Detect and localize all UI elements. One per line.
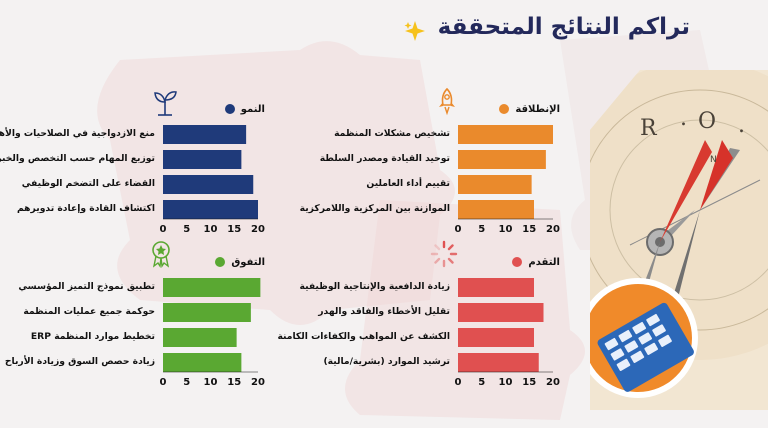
svg-text:.: . bbox=[738, 113, 745, 138]
category-label: تخطيط موارد المنظمة ERP bbox=[30, 331, 155, 342]
x-tick-label: 20 bbox=[546, 224, 560, 235]
bar bbox=[163, 353, 242, 372]
chart-panel-launch: الإنطلاقة 0 5 10 15 20 تشخيص مشكلات المنظمة توح… bbox=[300, 92, 580, 242]
sparkle-icon bbox=[404, 21, 425, 41]
chart-title-excellence: التفوق bbox=[231, 256, 265, 268]
x-tick-label: 5 bbox=[478, 377, 485, 388]
legend-dot bbox=[499, 104, 510, 114]
x-tick-label: 15 bbox=[227, 224, 241, 235]
legend-dot bbox=[512, 257, 523, 267]
bar bbox=[458, 278, 534, 297]
bar-chart-growth: 0 5 10 15 20 bbox=[160, 125, 265, 235]
category-label: تقليل الأخطاء والفاقد والهدر bbox=[318, 306, 450, 317]
bar bbox=[458, 125, 553, 144]
bar bbox=[163, 278, 261, 297]
category-label: توحيد القيادة ومصدر السلطة bbox=[319, 153, 450, 164]
x-tick-label: 15 bbox=[522, 224, 536, 235]
bar-chart-progress: 0 5 10 15 20 bbox=[455, 278, 560, 388]
svg-text:.: . bbox=[680, 106, 687, 131]
plant-icon bbox=[154, 91, 177, 116]
x-tick-label: 20 bbox=[251, 377, 265, 388]
medal-icon bbox=[152, 241, 170, 268]
bar bbox=[163, 150, 242, 169]
bar bbox=[163, 200, 258, 219]
category-label: توزيع المهام حسب التخصص والخبرة bbox=[0, 153, 155, 164]
chart-header-excellence: التفوق bbox=[215, 252, 265, 272]
x-tick-label: 10 bbox=[204, 224, 218, 235]
x-tick-label: 15 bbox=[522, 377, 536, 388]
category-label: القضاء على التضخم الوظيفي bbox=[21, 178, 155, 189]
chart-panel-excellence: التفوق 0 5 10 15 20 تطبيق نموذج التميز المؤسسي… bbox=[5, 245, 285, 395]
x-tick-label: 10 bbox=[499, 224, 513, 235]
category-label: اكتشاف القادة وإعادة تدويرهم bbox=[16, 203, 155, 214]
x-tick-label: 20 bbox=[546, 377, 560, 388]
category-label: زيادة الدافعية والإنتاجية الوظيفية bbox=[299, 281, 451, 292]
x-tick-label: 0 bbox=[160, 224, 167, 235]
bar-chart-launch: 0 5 10 15 20 bbox=[455, 125, 560, 235]
compass-roi-illustration: R . O . N bbox=[590, 70, 768, 410]
chart-panel-growth: النمو 0 5 10 15 20 منع الازدواجية في الصلاحيات… bbox=[0, 92, 285, 242]
category-label: الموازنة بين المركزية واللامركزية bbox=[299, 203, 450, 214]
x-tick-label: 0 bbox=[455, 224, 462, 235]
category-label: تطبيق نموذج التميز المؤسسي bbox=[18, 281, 155, 292]
x-tick-label: 5 bbox=[183, 377, 190, 388]
chart-title-progress: التقدم bbox=[528, 256, 560, 268]
category-label: تشخيص مشكلات المنظمة bbox=[334, 128, 450, 139]
bar bbox=[163, 328, 237, 347]
svg-text:N: N bbox=[710, 155, 717, 165]
bar bbox=[458, 303, 544, 322]
chart-header-progress: التقدم bbox=[512, 252, 560, 272]
svg-text:R: R bbox=[640, 116, 658, 141]
x-tick-label: 20 bbox=[251, 224, 265, 235]
rocket-icon bbox=[439, 87, 455, 116]
bar bbox=[163, 303, 251, 322]
bar bbox=[163, 175, 254, 194]
category-label: الكشف عن المواهب والكفاءات الكامنة bbox=[277, 331, 450, 342]
svg-text:O: O bbox=[698, 109, 716, 134]
chart-title-growth: النمو bbox=[240, 103, 265, 115]
chart-panel-progress: التقدم 0 5 10 15 20 زيادة الدافعية والإنتاجية … bbox=[277, 245, 580, 395]
chart-title-launch: الإنطلاقة bbox=[515, 103, 560, 115]
category-label: ترشيد الموارد (بشرية/مالية) bbox=[323, 356, 450, 367]
bar bbox=[163, 125, 247, 144]
legend-dot bbox=[215, 257, 226, 267]
bar bbox=[458, 175, 532, 194]
chart-header-launch: الإنطلاقة bbox=[499, 99, 560, 119]
legend-dot bbox=[224, 104, 235, 114]
x-tick-label: 10 bbox=[499, 377, 513, 388]
category-label: زيادة حصص السوق وزيادة الأرباح bbox=[4, 356, 155, 367]
bar bbox=[458, 150, 546, 169]
bar-chart-excellence: 0 5 10 15 20 bbox=[160, 278, 265, 388]
category-label: منع الازدواجية في الصلاحيات والأهداف bbox=[0, 128, 155, 139]
x-tick-label: 10 bbox=[204, 377, 218, 388]
bar bbox=[458, 200, 534, 219]
x-tick-label: 5 bbox=[478, 224, 485, 235]
x-tick-label: 0 bbox=[455, 377, 462, 388]
loading-spinner-icon bbox=[430, 240, 458, 268]
x-tick-label: 0 bbox=[160, 377, 167, 388]
x-tick-label: 5 bbox=[183, 224, 190, 235]
bar bbox=[458, 353, 539, 372]
chart-header-growth: النمو bbox=[224, 99, 265, 119]
bar bbox=[458, 328, 534, 347]
page-title: تراكم النتائج المتحققة bbox=[437, 14, 690, 40]
x-tick-label: 15 bbox=[227, 377, 241, 388]
category-label: تقييم أداء العاملين bbox=[366, 178, 450, 189]
category-label: حوكمة جميع عمليات المنظمة bbox=[23, 306, 155, 317]
